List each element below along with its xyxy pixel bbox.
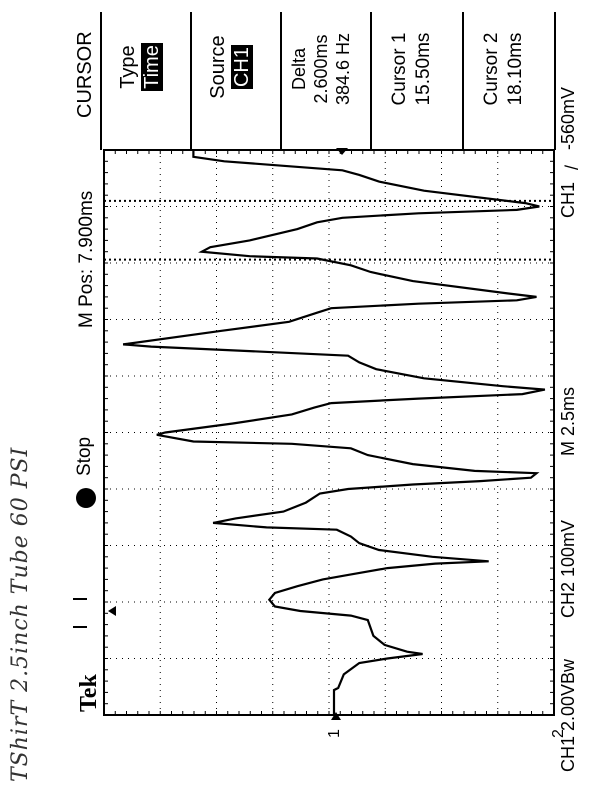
trigger-level: -560mV [558,86,578,150]
ch2-ground-marker: 2 [550,729,567,738]
ch1-trace [122,150,546,715]
delta-label: Delta [289,47,309,91]
cursor2-value: 18.10ms [505,32,526,106]
menu-title: CURSOR [74,31,96,118]
trigger-icon [73,598,87,628]
type-label: Type [117,45,139,89]
trigger-slope-icon: / [562,164,582,170]
delta-time: 2.600ms [311,34,331,104]
source-label: Source [207,35,229,99]
ch1-scale: CH1 2.00VBw [558,658,578,772]
ch1-ground-arrow [331,712,341,720]
cursor1-label: Cursor 1 [389,32,410,106]
type-value: Time [141,43,163,91]
trigger-source: CH1 [558,181,578,218]
delta-readout: Delta 2.600ms 384.6 Hz [288,14,354,124]
cursor1-value: 15.50ms [413,32,434,106]
ch1-ground-marker: 1 [326,729,343,738]
trigger-position-marker [108,606,116,616]
main-position: M Pos: 7.900ms [76,190,97,328]
acquisition-state: Stop [74,436,95,476]
cursor2-label: Cursor 2 [481,32,502,106]
source-button[interactable]: Source CH1 [206,22,254,112]
time-reference-marker [336,148,348,155]
ch2-scale: CH2 100mV [558,519,578,618]
delta-frequency: 384.6 Hz [333,32,353,106]
type-button[interactable]: Type Time [116,22,164,112]
brand-logo: Tek [76,674,102,712]
graticule [103,149,555,716]
cursor2-button[interactable]: Cursor 2 18.10ms [480,14,528,124]
stop-indicator-dot [76,488,96,508]
timebase: M 2.5ms [558,386,578,456]
time-cursors [104,199,554,261]
cursor1-button[interactable]: Cursor 1 15.50ms [388,14,436,124]
source-value: CH1 [231,45,253,90]
